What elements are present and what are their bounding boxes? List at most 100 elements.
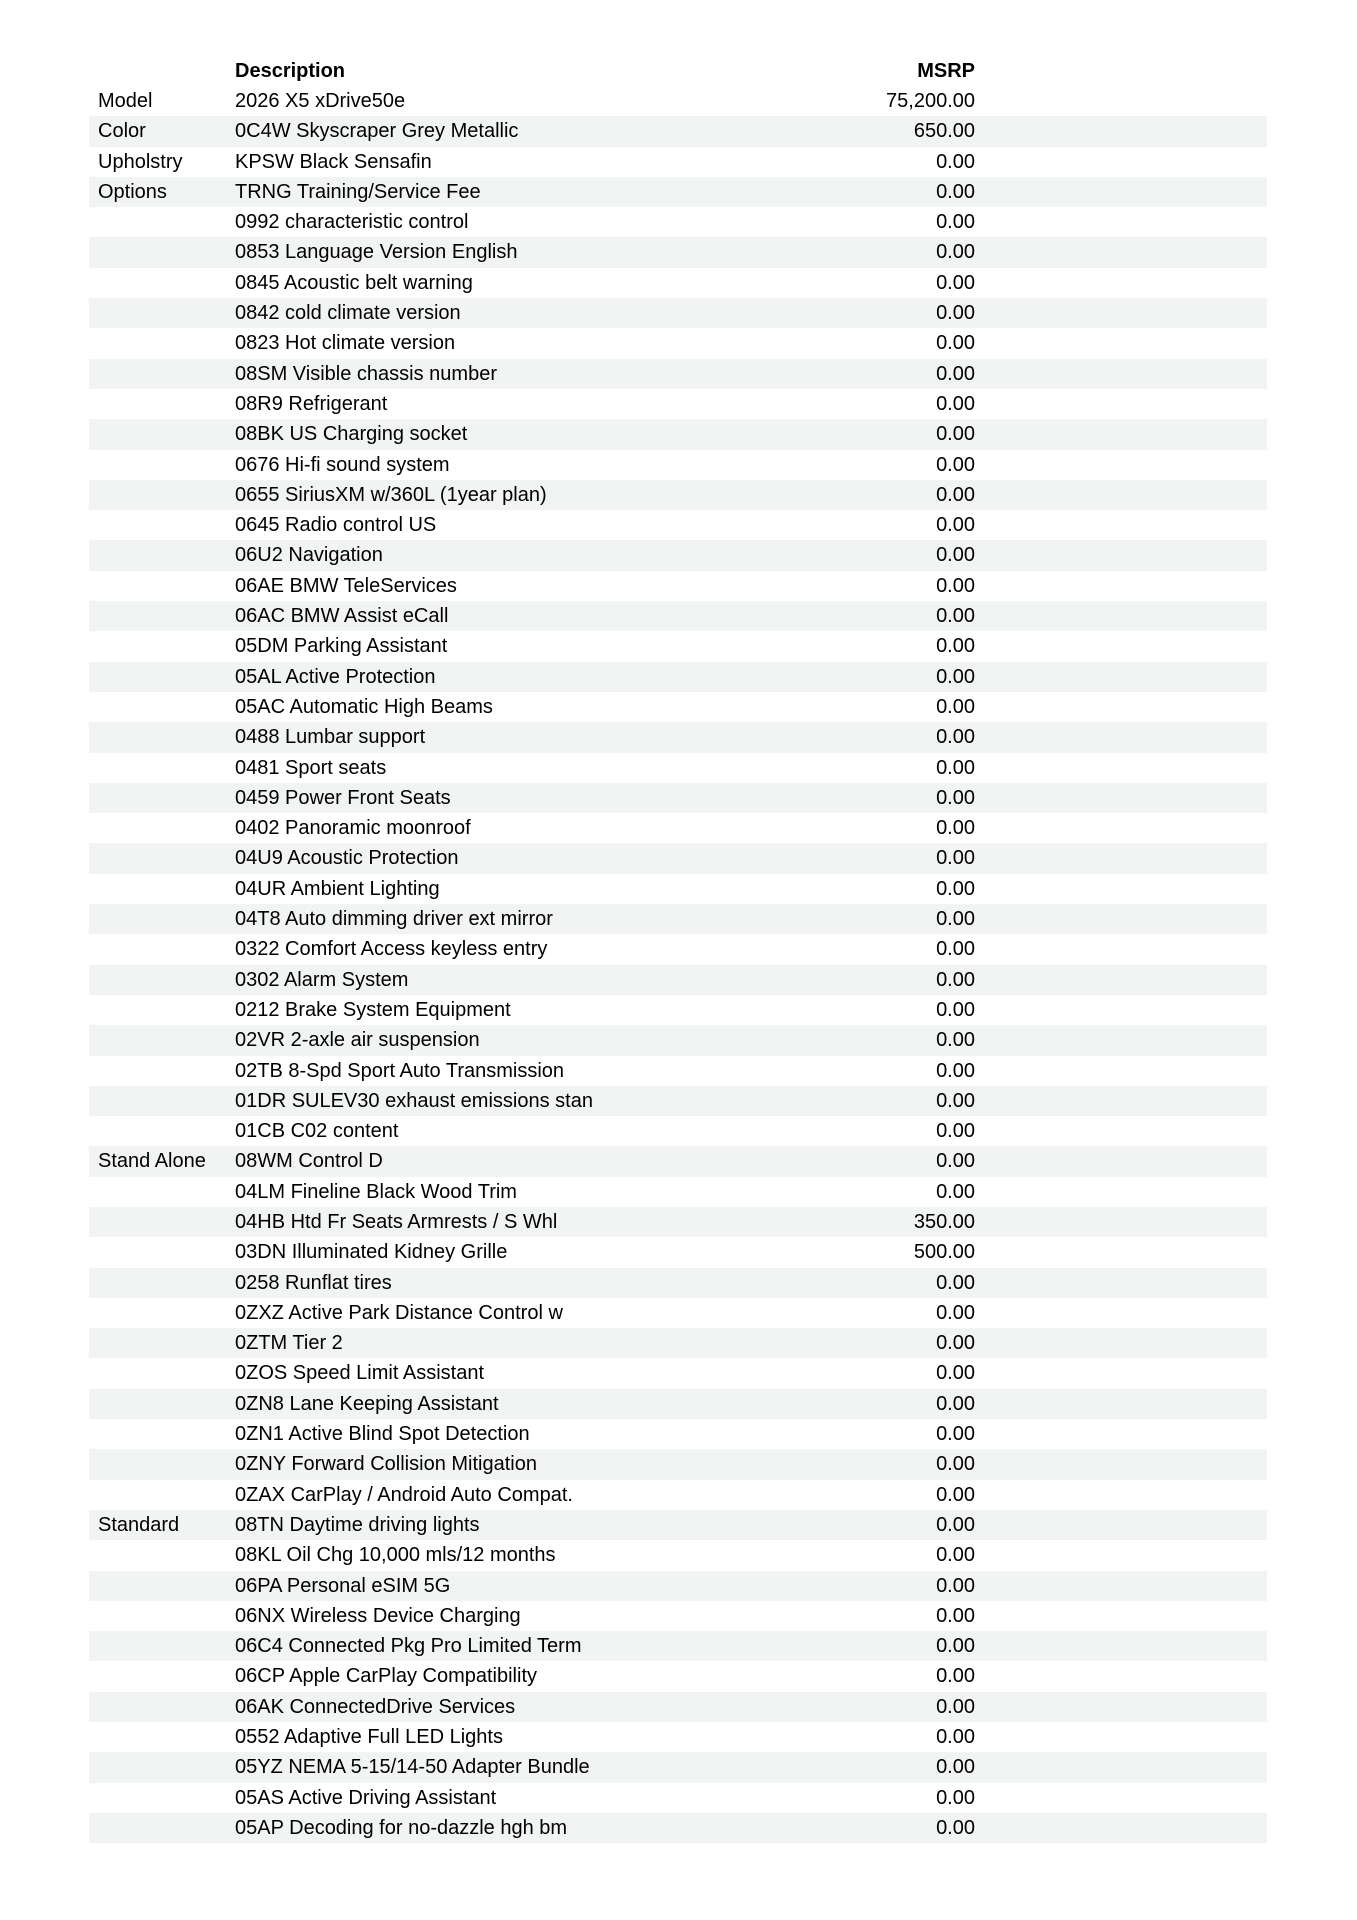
row-description: 05AP Decoding for no-dazzle hgh bm: [235, 1816, 568, 1839]
row-filler: [975, 1783, 1267, 1813]
row-category-label: [89, 1207, 235, 1237]
row-filler: [975, 1722, 1267, 1752]
row-category-label: [89, 1268, 235, 1298]
row-filler: [975, 662, 1267, 692]
row-category-label: [89, 540, 235, 570]
row-category-label: [89, 1389, 235, 1419]
row-msrp-value: 0.00: [936, 908, 975, 931]
table-row: 02VR 2-axle air suspension 0.00: [89, 1025, 1267, 1056]
row-filler: [975, 450, 1267, 480]
row-category-label: [89, 1722, 235, 1752]
row-description: 0ZN1 Active Blind Spot Detection: [235, 1423, 530, 1446]
row-filler: [975, 389, 1267, 419]
column-header-msrp: MSRP: [917, 60, 975, 82]
row-filler: [975, 177, 1267, 207]
row-filler: [975, 298, 1267, 328]
row-filler: [975, 1358, 1267, 1388]
table-row: 04LM Fineline Black Wood Trim 0.00: [89, 1177, 1267, 1207]
row-category-label: [89, 1449, 235, 1479]
table-row: 08KL Oil Chg 10,000 mls/12 months 0.00: [89, 1540, 1267, 1570]
row-category-label: [89, 934, 235, 964]
row-description: 0676 Hi-fi sound system: [235, 453, 450, 476]
row-msrp-value: 0.00: [936, 1453, 975, 1476]
row-msrp-value: 0.00: [936, 1029, 975, 1052]
row-msrp-value: 0.00: [936, 1301, 975, 1324]
row-description: 0853 Language Version English: [235, 241, 518, 264]
row-filler: [975, 753, 1267, 783]
row-filler: [975, 419, 1267, 449]
row-category-label: Standard: [98, 1513, 180, 1536]
row-msrp-value: 0.00: [936, 1786, 975, 1809]
row-filler: [975, 1146, 1267, 1176]
row-description: 0ZNY Forward Collision Mitigation: [235, 1453, 537, 1476]
row-msrp-value: 0.00: [936, 1544, 975, 1567]
row-filler: [975, 631, 1267, 661]
row-category-label: [89, 1237, 235, 1267]
row-msrp-value: 0.00: [936, 605, 975, 628]
table-row: 0ZNY Forward Collision Mitigation 0.00: [89, 1449, 1267, 1480]
row-category-label: [89, 1813, 235, 1843]
table-row: 0853 Language Version English 0.00: [89, 237, 1267, 268]
row-description: 0645 Radio control US: [235, 514, 437, 537]
table-row: 06CP Apple CarPlay Compatibility 0.00: [89, 1661, 1267, 1691]
row-msrp-value: 0.00: [936, 150, 975, 173]
table-row: 0ZN1 Active Blind Spot Detection 0.00: [89, 1419, 1267, 1449]
row-description: 0ZXZ Active Park Distance Control w: [235, 1301, 563, 1324]
row-description: 08TN Daytime driving lights: [235, 1513, 480, 1536]
row-description: 0842 cold climate version: [235, 302, 461, 325]
vehicle-options-sheet: Description MSRP Model 2026 X5 xDrive50e…: [89, 56, 1267, 1844]
row-description: TRNG Training/Service Fee: [235, 180, 481, 203]
table-row: 06NX Wireless Device Charging 0.00: [89, 1601, 1267, 1631]
table-row: 0845 Acoustic belt warning 0.00: [89, 268, 1267, 298]
row-description: 0552 Adaptive Full LED Lights: [235, 1726, 503, 1749]
row-filler: [975, 843, 1267, 873]
row-filler: [975, 480, 1267, 510]
table-row: Color 0C4W Skyscraper Grey Metallic 650.…: [89, 116, 1267, 147]
row-category-label: [89, 1025, 235, 1055]
row-msrp-value: 75,200.00: [886, 90, 975, 112]
row-description: 05DM Parking Assistant: [235, 635, 448, 658]
table-row: 0552 Adaptive Full LED Lights 0.00: [89, 1722, 1267, 1752]
row-filler: [975, 1177, 1267, 1207]
table-row: 04U9 Acoustic Protection 0.00: [89, 843, 1267, 874]
row-filler: [975, 510, 1267, 540]
row-msrp-value: 500.00: [913, 1241, 975, 1264]
table-row: 0842 cold climate version 0.00: [89, 298, 1267, 329]
row-filler: [975, 813, 1267, 843]
row-filler: [975, 1207, 1267, 1237]
table-row: 0302 Alarm System 0.00: [89, 964, 1267, 995]
row-filler: [975, 116, 1267, 146]
row-category-label: Upholstry: [98, 150, 183, 173]
row-category-label: [89, 1358, 235, 1388]
row-category-label: [89, 1631, 235, 1661]
row-category-label: [89, 631, 235, 661]
header-filler: [975, 56, 1267, 86]
table-row: 0ZAX CarPlay / Android Auto Compat. 0.00: [89, 1480, 1267, 1510]
table-row: 0488 Lumbar support 0.00: [89, 722, 1267, 753]
row-filler: [975, 540, 1267, 570]
row-category-label: Stand Alone: [98, 1150, 206, 1173]
table-row: 06AE BMW TeleServices 0.00: [89, 571, 1267, 601]
row-category-label: [89, 722, 235, 752]
row-category-label: [89, 1601, 235, 1631]
row-filler: [975, 1116, 1267, 1146]
row-msrp-value: 0.00: [936, 544, 975, 567]
row-description: 0ZOS Speed Limit Assistant: [235, 1362, 485, 1385]
table-row: 05YZ NEMA 5-15/14-50 Adapter Bundle 0.00: [89, 1752, 1267, 1783]
row-filler: [975, 1237, 1267, 1267]
row-filler: [975, 268, 1267, 298]
row-category-label: [89, 389, 235, 419]
row-msrp-value: 0.00: [936, 968, 975, 991]
row-description: 03DN Illuminated Kidney Grille: [235, 1241, 508, 1264]
row-msrp-value: 0.00: [936, 1180, 975, 1203]
row-description: 0845 Acoustic belt warning: [235, 271, 473, 294]
row-category-label: [89, 874, 235, 904]
row-category-label: [89, 480, 235, 510]
row-msrp-value: 0.00: [936, 1816, 975, 1839]
row-description: 0ZAX CarPlay / Android Auto Compat.: [235, 1483, 573, 1506]
table-row: 03DN Illuminated Kidney Grille 500.00: [89, 1237, 1267, 1267]
row-description: 04HB Htd Fr Seats Armrests / S Whl: [235, 1210, 558, 1233]
row-msrp-value: 0.00: [936, 1483, 975, 1506]
row-msrp-value: 650.00: [913, 120, 975, 143]
row-description: 0655 SiriusXM w/360L (1year plan): [235, 483, 547, 506]
